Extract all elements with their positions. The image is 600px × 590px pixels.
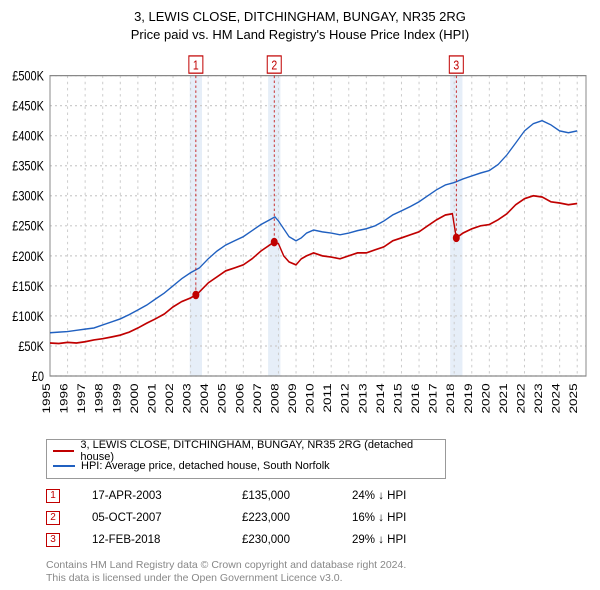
x-tick-label: 2001: [146, 383, 158, 413]
transactions-table: 1 17-APR-2003£135,00024% ↓ HPI 2 05-OCT-200…: [46, 485, 590, 551]
x-tick-label: 2002: [163, 383, 175, 413]
x-tick-label: 2009: [286, 383, 298, 413]
chart-container: 3, LEWIS CLOSE, DITCHINGHAM, BUNGAY, NR3…: [0, 0, 600, 590]
y-tick-label: £450K: [12, 99, 44, 114]
titles: 3, LEWIS CLOSE, DITCHINGHAM, BUNGAY, NR3…: [6, 8, 594, 43]
table-row: 2 05-OCT-2007£223,00016% ↓ HPI: [46, 507, 590, 529]
y-tick-label: £350K: [12, 159, 44, 174]
x-tick-label: 2013: [357, 383, 369, 413]
legend-swatch: [53, 465, 75, 467]
transaction-price: £230,000: [242, 534, 352, 546]
table-row: 3 12-FEB-2018£230,00029% ↓ HPI: [46, 529, 590, 551]
attribution-line1: Contains HM Land Registry data © Crown c…: [46, 559, 590, 573]
transaction-num-box: 3: [46, 533, 60, 547]
x-tick-label: 2003: [181, 383, 193, 413]
x-tick-label: 2004: [198, 383, 210, 413]
x-tick-label: 2024: [550, 383, 562, 413]
y-tick-label: £400K: [12, 129, 44, 144]
transaction-num: 1: [193, 59, 199, 73]
legend-label: HPI: Average price, detached house, Sout…: [81, 460, 330, 472]
transaction-price: £135,000: [242, 490, 352, 502]
x-tick-label: 2025: [567, 383, 579, 413]
y-tick-label: £300K: [12, 189, 44, 204]
x-tick-label: 1997: [75, 383, 87, 413]
transaction-dot: [192, 291, 199, 300]
attribution: Contains HM Land Registry data © Crown c…: [46, 559, 590, 586]
x-tick-label: 2014: [374, 383, 386, 413]
title-line1: 3, LEWIS CLOSE, DITCHINGHAM, BUNGAY, NR3…: [6, 8, 594, 26]
transaction-date: 05-OCT-2007: [92, 512, 242, 524]
chart-plot: £0 £50K £100K £150K £200K £250K £300K £350K £400…: [6, 51, 594, 433]
x-tick-label: 2012: [339, 383, 351, 413]
transaction-diff: 29% ↓ HPI: [352, 534, 462, 546]
transaction-num-box: 2: [46, 511, 60, 525]
x-tick-label: 2007: [251, 383, 263, 413]
x-tick-label: 2010: [304, 383, 316, 413]
x-tick-label: 2006: [234, 383, 246, 413]
y-tick-label: £100K: [12, 309, 44, 324]
x-tick-label: 2016: [409, 383, 421, 413]
x-tick-label: 2005: [216, 383, 228, 413]
x-tick-label: 1995: [40, 383, 52, 413]
x-tick-label: 2011: [321, 383, 333, 412]
x-tick-label: 2008: [269, 383, 281, 413]
title-line2: Price paid vs. HM Land Registry's House …: [6, 26, 594, 44]
transaction-diff: 16% ↓ HPI: [352, 512, 462, 524]
x-tick-label: 2023: [532, 383, 544, 413]
y-tick-label: £50K: [18, 339, 44, 354]
legend-box: 3, LEWIS CLOSE, DITCHINGHAM, BUNGAY, NR3…: [46, 439, 446, 479]
legend-row: 3, LEWIS CLOSE, DITCHINGHAM, BUNGAY, NR3…: [53, 444, 439, 459]
transaction-num: 2: [271, 59, 277, 73]
x-tick-label: 1999: [110, 383, 122, 413]
x-tick-label: 2022: [515, 383, 527, 413]
transaction-dot: [453, 234, 460, 243]
transaction-diff: 24% ↓ HPI: [352, 490, 462, 502]
y-tick-label: £250K: [12, 219, 44, 234]
x-tick-label: 2020: [480, 383, 492, 413]
x-tick-label: 2000: [128, 383, 140, 413]
x-tick-label: 2017: [427, 383, 439, 413]
chart-svg: £0 £50K £100K £150K £200K £250K £300K £350K £400…: [6, 51, 594, 433]
y-tick-label: £0: [32, 369, 44, 384]
transaction-dot: [271, 238, 278, 247]
transaction-date: 12-FEB-2018: [92, 534, 242, 546]
x-tick-label: 1998: [93, 383, 105, 413]
transaction-price: £223,000: [242, 512, 352, 524]
x-tick-label: 2018: [444, 383, 456, 413]
attribution-line2: This data is licensed under the Open Gov…: [46, 572, 590, 586]
series-hpi: [50, 121, 577, 333]
x-tick-label: 1996: [58, 383, 70, 413]
transaction-num: 3: [453, 59, 459, 73]
transaction-date: 17-APR-2003: [92, 490, 242, 502]
y-tick-label: £500K: [12, 69, 44, 84]
transaction-num-box: 1: [46, 489, 60, 503]
y-tick-label: £200K: [12, 249, 44, 264]
table-row: 1 17-APR-2003£135,00024% ↓ HPI: [46, 485, 590, 507]
x-tick-label: 2019: [462, 383, 474, 413]
y-tick-label: £150K: [12, 279, 44, 294]
legend-swatch: [53, 450, 74, 452]
x-tick-label: 2015: [392, 383, 404, 413]
x-tick-label: 2021: [497, 383, 509, 413]
